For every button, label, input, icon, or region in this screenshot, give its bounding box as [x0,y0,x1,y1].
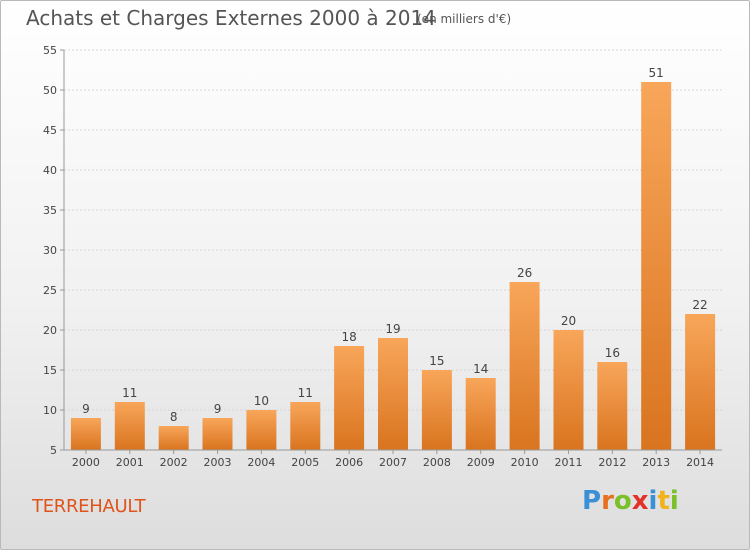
bar [202,418,233,450]
bar [158,426,189,450]
logo-letter: i [648,486,658,516]
y-tick-label: 15 [43,364,57,377]
logo-letter: i [669,486,679,516]
grid-layer [64,49,722,411]
y-tick-label: 20 [43,324,57,337]
logo-letter: P [582,486,602,516]
commune-name: TERREHAULT [32,496,146,517]
bar [114,402,145,450]
logo-letter: o [613,486,632,516]
data-label: 9 [214,402,222,416]
y-tick-label: 50 [43,84,57,97]
logo-letter: r [601,486,614,516]
y-tick-label: 5 [50,444,57,457]
x-tick-label: 2006 [335,456,363,469]
bars [70,82,716,450]
x-tick-label: 2013 [642,456,670,469]
x-axis-ticks: 2000 2001 2002 2003 2004 2005 2006 2007 2008 2009… [72,450,714,469]
x-tick-label: 2002 [160,456,188,469]
y-tick-label: 10 [43,404,57,417]
bar [334,346,365,450]
y-tick-label: 35 [43,204,57,217]
data-label: 8 [170,410,178,424]
x-tick-label: 2004 [247,456,275,469]
x-tick-label: 2012 [598,456,626,469]
data-label: 51 [649,66,664,80]
bar [246,410,277,450]
bar [641,82,672,450]
bar [70,418,101,450]
x-tick-label: 2007 [379,456,407,469]
data-label: 19 [385,322,400,336]
x-tick-label: 2000 [72,456,100,469]
x-tick-label: 2008 [423,456,451,469]
proxiti-logo: Proxiti [582,486,679,516]
x-tick-label: 2009 [467,456,495,469]
bar [290,402,321,450]
chart-title: Achats et Charges Externes 2000 à 2014 [26,6,436,30]
y-tick-label: 40 [43,164,57,177]
data-label: 9 [82,402,90,416]
data-label: 10 [254,394,269,408]
logo-letter: x [631,486,649,516]
data-label: 16 [605,346,620,360]
bar [553,330,584,450]
bar [378,338,408,450]
data-label: 11 [122,386,137,400]
y-tick-label: 45 [43,124,57,137]
chart-subtitle: (en milliers d'€) [417,12,512,26]
bar [421,370,452,450]
y-tick-label: 30 [43,244,57,257]
x-tick-label: 2010 [511,456,539,469]
bar [685,314,716,450]
axes [63,50,722,451]
bar [465,378,496,450]
y-axis-ticks: 5 10 15 20 25 30 35 40 45 50 55 [43,44,64,457]
data-label: 11 [298,386,313,400]
x-tick-label: 2011 [554,456,582,469]
x-tick-label: 2014 [686,456,714,469]
x-tick-label: 2005 [291,456,319,469]
data-label: 20 [561,314,576,328]
x-tick-label: 2003 [204,456,232,469]
data-label: 14 [473,362,488,376]
data-label: 22 [692,298,707,312]
data-label: 26 [517,266,532,280]
bar [597,362,628,450]
y-tick-label: 25 [43,284,57,297]
data-label: 18 [341,330,356,344]
logo-letter: t [657,486,670,516]
data-labels: 9 11 8 9 10 11 18 19 15 14 26 20 16 51 22 [82,66,708,424]
data-label: 15 [429,354,444,368]
x-tick-label: 2001 [116,456,144,469]
y-tick-label: 55 [43,44,57,57]
bar [509,282,540,450]
